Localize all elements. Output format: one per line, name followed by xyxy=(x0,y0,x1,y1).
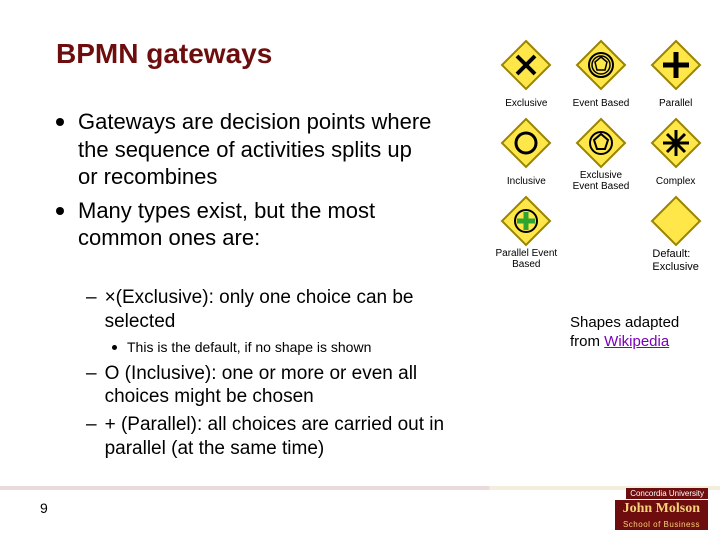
gateway-label: Parallel xyxy=(659,92,692,114)
inclusive-icon xyxy=(499,116,553,170)
sub-bullet-text: ×(Exclusive): only one choice can be sel… xyxy=(105,286,486,334)
parallel-event-based-icon xyxy=(499,194,553,248)
sub-bullet-text: O (Inclusive): one or more or even all c… xyxy=(105,362,486,410)
sub-bullets: – ×(Exclusive): only one choice can be s… xyxy=(86,286,486,465)
gateway-label: Inclusive xyxy=(507,170,546,192)
gateway-exclusive: Exclusive xyxy=(492,38,561,114)
bullet-text: Gateways are decision points where the s… xyxy=(78,108,436,191)
gateway-parallel: Parallel xyxy=(641,38,710,114)
bullet-text: Many types exist, but the most common on… xyxy=(78,197,436,252)
complex-icon xyxy=(649,116,703,170)
dash-icon: – xyxy=(86,362,97,386)
exclusive-event-based-icon xyxy=(574,116,628,170)
bullet-dot-icon xyxy=(56,207,64,215)
shapes-attribution: Shapes adapted from Wikipedia xyxy=(570,314,700,352)
logo-sub: School of Business xyxy=(615,519,708,530)
gateway-default: Default: Exclusive xyxy=(641,194,710,274)
default-note: Default: Exclusive xyxy=(652,248,698,274)
empty-cell xyxy=(567,194,636,274)
sub-bullet-item: – + (Parallel): all choices are carried … xyxy=(86,413,486,461)
sub-bullet-item: – ×(Exclusive): only one choice can be s… xyxy=(86,286,486,334)
gateway-label: Event Based xyxy=(573,92,630,114)
sub-bullet-item: – O (Inclusive): one or more or even all… xyxy=(86,362,486,410)
slide: BPMN gateways Gateways are decision poin… xyxy=(0,0,720,540)
main-bullets: Gateways are decision points where the s… xyxy=(56,108,436,258)
sub-sub-bullet-text: This is the default, if no shape is show… xyxy=(127,338,371,356)
default-note-line1: Default: xyxy=(652,248,690,260)
exclusive-icon xyxy=(499,38,553,92)
slide-title: BPMN gateways xyxy=(56,38,272,70)
gateway-complex: Complex xyxy=(641,116,710,192)
logo-school: John Molson xyxy=(615,500,708,519)
gateway-inclusive: Inclusive xyxy=(492,116,561,192)
gateway-exclusive-event-based: Exclusive Event Based xyxy=(567,116,636,192)
dash-icon: – xyxy=(86,286,97,310)
default-exclusive-icon xyxy=(649,194,703,248)
page-number: 9 xyxy=(40,500,48,516)
bullet-item: Gateways are decision points where the s… xyxy=(56,108,436,191)
default-note-line2: Exclusive xyxy=(652,261,698,273)
dash-icon: – xyxy=(86,413,97,437)
sub-sub-bullet-item: This is the default, if no shape is show… xyxy=(112,338,486,356)
wikipedia-link[interactable]: Wikipedia xyxy=(604,333,669,350)
logo-university: Concordia University xyxy=(626,488,708,499)
bullet-dot-icon xyxy=(56,118,64,126)
event-based-icon xyxy=(574,38,628,92)
gateway-label: Parallel Event Based xyxy=(492,248,561,270)
gateway-parallel-event-based: Parallel Event Based xyxy=(492,194,561,274)
gateway-grid: Exclusive Event Based Parallel xyxy=(492,38,710,274)
gateway-label: Exclusive xyxy=(505,92,547,114)
gateway-event-based: Event Based xyxy=(567,38,636,114)
sub-bullet-text: + (Parallel): all choices are carried ou… xyxy=(105,413,486,461)
bullet-item: Many types exist, but the most common on… xyxy=(56,197,436,252)
gateway-label: Complex xyxy=(656,170,695,192)
gateway-label: Exclusive Event Based xyxy=(567,170,636,192)
school-logo: Concordia University John Molson School … xyxy=(528,482,708,530)
parallel-icon xyxy=(649,38,703,92)
bullet-dot-icon xyxy=(112,345,117,350)
